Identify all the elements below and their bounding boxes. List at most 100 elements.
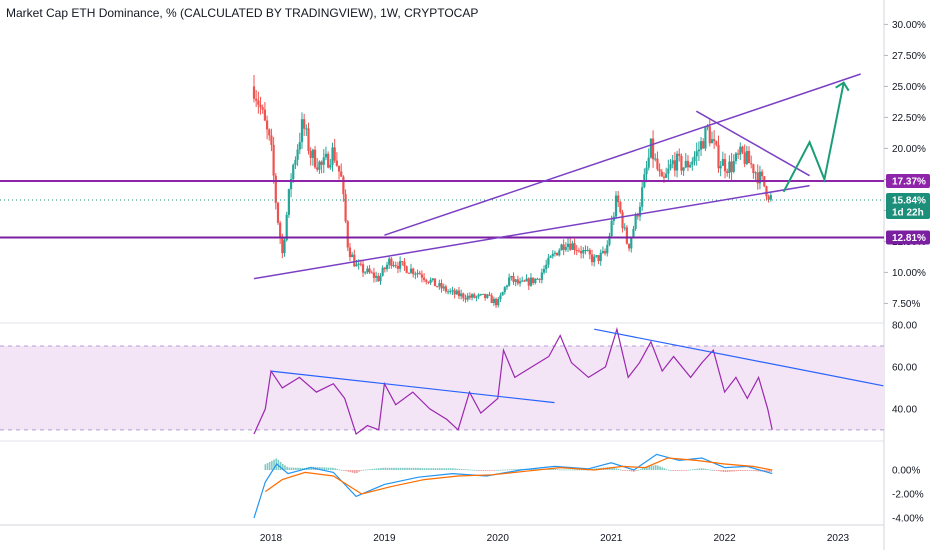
candle-body	[305, 128, 308, 130]
macd-histogram-bar	[382, 467, 384, 470]
candle-body	[433, 278, 437, 287]
macd-histogram-bar	[347, 470, 349, 472]
candle-body	[318, 161, 321, 170]
candle-body	[743, 152, 746, 164]
candle-body	[649, 138, 652, 158]
price-tag-label: 12.81%	[892, 233, 926, 244]
macd-histogram-bar	[421, 468, 424, 470]
candle-body	[582, 249, 585, 254]
macd-histogram-bar	[332, 467, 334, 470]
macd-histogram-bar	[412, 467, 415, 470]
candle-body	[366, 268, 369, 273]
candle-body	[562, 244, 565, 250]
candle-body	[453, 290, 456, 295]
candle-body	[523, 280, 526, 282]
candle-body	[372, 272, 376, 278]
price-tick-label: 25.00%	[892, 82, 926, 93]
candle-body	[351, 254, 354, 258]
macd-histogram-bar	[517, 469, 520, 470]
macd-histogram-bar	[299, 467, 302, 470]
candle-body	[381, 267, 384, 276]
macd-histogram-bar	[628, 470, 631, 472]
macd-histogram-bar	[482, 470, 485, 471]
macd-histogram-bar	[404, 467, 406, 470]
candle-body	[285, 214, 288, 241]
candle-body	[468, 295, 471, 298]
candle-body	[420, 274, 424, 278]
candle-body	[527, 278, 530, 286]
macd-histogram-bar	[430, 468, 432, 470]
macd-histogram-bar	[650, 465, 653, 470]
candle-body	[656, 158, 659, 170]
candle-body	[560, 244, 563, 251]
candle-body	[331, 147, 334, 165]
candle-body	[621, 212, 624, 229]
macd-histogram-bar	[619, 469, 622, 471]
macd-histogram-bar	[264, 464, 267, 470]
macd-histogram-bar	[558, 469, 561, 471]
macd-histogram-bar	[338, 469, 341, 471]
macd-histogram-bar	[508, 469, 511, 471]
macd-histogram-bar	[637, 469, 640, 471]
macd-histogram-bar	[476, 469, 478, 471]
price-tick-label: 27.50%	[892, 51, 926, 62]
candle-body	[407, 272, 410, 274]
candle-body	[597, 255, 600, 261]
macd-histogram-bar	[748, 470, 751, 471]
macd-histogram-bar	[471, 469, 474, 471]
macd-histogram-bar	[491, 470, 493, 471]
macd-histogram-bar	[399, 467, 402, 470]
macd-line	[253, 453, 773, 519]
macd-histogram-bar	[643, 466, 646, 470]
macd-histogram-bar	[438, 468, 441, 470]
macd-histogram-bar	[742, 470, 744, 471]
candle-body	[577, 250, 581, 252]
macd-histogram-bar	[659, 466, 661, 470]
macd-histogram-bar	[323, 467, 326, 470]
candle-body	[684, 160, 687, 168]
candle-body	[590, 254, 594, 263]
macd-histogram-bar	[556, 469, 559, 471]
macd-histogram-bar	[676, 470, 679, 471]
candle-body	[303, 119, 306, 129]
candle-body	[689, 164, 692, 168]
macd-histogram-bar	[646, 466, 648, 470]
candle-body	[418, 272, 421, 275]
macd-histogram-bar	[458, 468, 461, 470]
candle-body	[708, 126, 711, 144]
macd-histogram-bar	[698, 468, 701, 470]
price-tick-label: 10.00%	[892, 268, 926, 279]
macd-histogram-bar	[578, 469, 581, 471]
price-tag-price	[886, 192, 930, 219]
candle-body	[320, 161, 323, 165]
candle-body	[353, 254, 356, 267]
candle-body	[268, 129, 271, 136]
macd-histogram-bar	[757, 470, 759, 472]
candle-body	[575, 250, 578, 252]
candle-body	[525, 278, 528, 282]
time-tick-label: 2023	[827, 533, 850, 544]
macd-histogram-bar	[489, 470, 491, 471]
rsi-line	[253, 326, 773, 435]
macd-histogram-bar	[349, 470, 352, 473]
macd-histogram-bar	[364, 469, 367, 471]
candle-body	[390, 258, 393, 266]
candle-body	[721, 159, 724, 166]
candle-body	[488, 294, 491, 296]
macd-histogram-bar	[500, 469, 502, 471]
candle-body	[368, 268, 371, 273]
macd-histogram-bar	[384, 467, 387, 470]
candle-body	[654, 158, 657, 160]
macd-histogram-bar	[569, 469, 572, 471]
candle-body	[281, 238, 284, 254]
candle-body	[542, 268, 546, 273]
macd-histogram-bar	[336, 468, 339, 470]
candle-body	[270, 135, 273, 145]
price-tag-resistance	[886, 174, 930, 189]
macd-histogram-bar	[624, 470, 626, 471]
rsi-trendline-2	[594, 328, 884, 387]
macd-histogram-bar	[729, 470, 731, 472]
price-tag-label: 17.37%	[892, 177, 926, 188]
macd-histogram-bar	[613, 467, 616, 470]
